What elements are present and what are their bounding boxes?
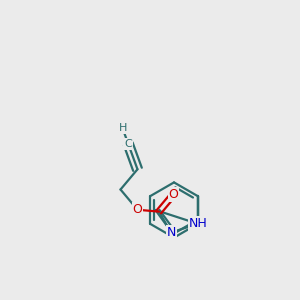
Text: C: C <box>124 139 132 149</box>
Text: NH: NH <box>188 217 207 230</box>
Text: H: H <box>118 123 127 134</box>
Text: N: N <box>167 226 176 239</box>
Text: O: O <box>169 188 178 201</box>
Text: O: O <box>133 203 142 216</box>
